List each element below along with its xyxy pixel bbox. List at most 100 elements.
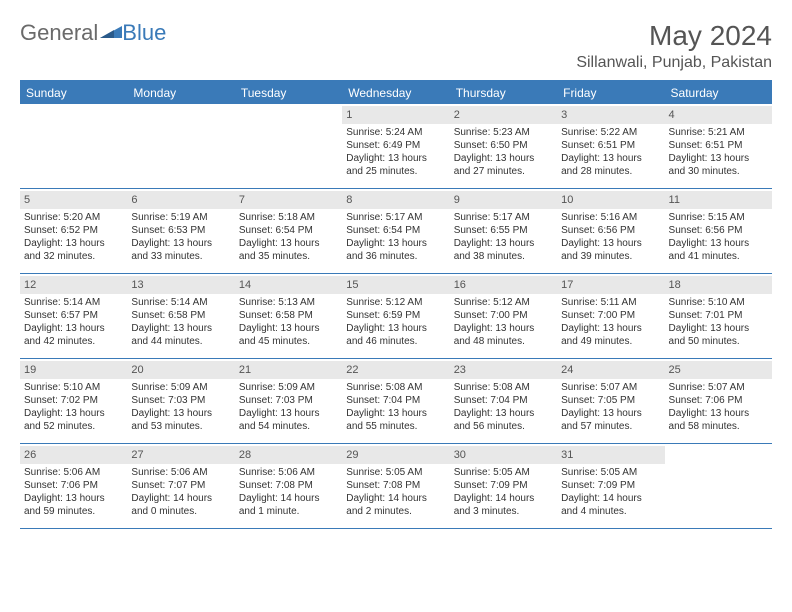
calendar-day: 9Sunrise: 5:17 AMSunset: 6:55 PMDaylight…	[450, 189, 557, 273]
daylight-line: Daylight: 13 hours and 48 minutes.	[454, 322, 553, 348]
day-number: 3	[557, 106, 664, 124]
calendar-day: 13Sunrise: 5:14 AMSunset: 6:58 PMDayligh…	[127, 274, 234, 358]
calendar-day: 17Sunrise: 5:11 AMSunset: 7:00 PMDayligh…	[557, 274, 664, 358]
calendar-day: 26Sunrise: 5:06 AMSunset: 7:06 PMDayligh…	[20, 444, 127, 528]
sunrise-line: Sunrise: 5:14 AM	[24, 296, 123, 309]
sunset-line: Sunset: 6:59 PM	[346, 309, 445, 322]
daylight-line: Daylight: 13 hours and 53 minutes.	[131, 407, 230, 433]
daylight-line: Daylight: 14 hours and 2 minutes.	[346, 492, 445, 518]
sunset-line: Sunset: 7:08 PM	[239, 479, 338, 492]
logo-icon	[100, 20, 122, 46]
sunset-line: Sunset: 7:00 PM	[561, 309, 660, 322]
day-number: 23	[450, 361, 557, 379]
sunrise-line: Sunrise: 5:08 AM	[454, 381, 553, 394]
calendar-week: 1Sunrise: 5:24 AMSunset: 6:49 PMDaylight…	[20, 104, 772, 189]
sunset-line: Sunset: 6:53 PM	[131, 224, 230, 237]
sunset-line: Sunset: 7:09 PM	[454, 479, 553, 492]
daylight-line: Daylight: 13 hours and 45 minutes.	[239, 322, 338, 348]
sunrise-line: Sunrise: 5:17 AM	[454, 211, 553, 224]
sunset-line: Sunset: 6:52 PM	[24, 224, 123, 237]
calendar-day: 25Sunrise: 5:07 AMSunset: 7:06 PMDayligh…	[665, 359, 772, 443]
day-number: 24	[557, 361, 664, 379]
sunrise-line: Sunrise: 5:24 AM	[346, 126, 445, 139]
calendar-day: 21Sunrise: 5:09 AMSunset: 7:03 PMDayligh…	[235, 359, 342, 443]
sunrise-line: Sunrise: 5:13 AM	[239, 296, 338, 309]
calendar-day: 15Sunrise: 5:12 AMSunset: 6:59 PMDayligh…	[342, 274, 449, 358]
sunset-line: Sunset: 6:58 PM	[131, 309, 230, 322]
daylight-line: Daylight: 13 hours and 33 minutes.	[131, 237, 230, 263]
day-number: 9	[450, 191, 557, 209]
daylight-line: Daylight: 13 hours and 32 minutes.	[24, 237, 123, 263]
calendar-day: 12Sunrise: 5:14 AMSunset: 6:57 PMDayligh…	[20, 274, 127, 358]
calendar-day: 24Sunrise: 5:07 AMSunset: 7:05 PMDayligh…	[557, 359, 664, 443]
day-number: 19	[20, 361, 127, 379]
calendar-week: 5Sunrise: 5:20 AMSunset: 6:52 PMDaylight…	[20, 189, 772, 274]
daylight-line: Daylight: 13 hours and 58 minutes.	[669, 407, 768, 433]
sunrise-line: Sunrise: 5:07 AM	[561, 381, 660, 394]
calendar-week: 26Sunrise: 5:06 AMSunset: 7:06 PMDayligh…	[20, 444, 772, 529]
sunrise-line: Sunrise: 5:09 AM	[239, 381, 338, 394]
sunrise-line: Sunrise: 5:07 AM	[669, 381, 768, 394]
sunset-line: Sunset: 7:03 PM	[131, 394, 230, 407]
sunset-line: Sunset: 7:07 PM	[131, 479, 230, 492]
daylight-line: Daylight: 13 hours and 25 minutes.	[346, 152, 445, 178]
weekday-header: Thursday	[450, 82, 557, 104]
sunrise-line: Sunrise: 5:08 AM	[346, 381, 445, 394]
daylight-line: Daylight: 13 hours and 35 minutes.	[239, 237, 338, 263]
sunrise-line: Sunrise: 5:06 AM	[24, 466, 123, 479]
sunrise-line: Sunrise: 5:21 AM	[669, 126, 768, 139]
calendar-day: 8Sunrise: 5:17 AMSunset: 6:54 PMDaylight…	[342, 189, 449, 273]
day-number: 22	[342, 361, 449, 379]
calendar-day	[665, 444, 772, 528]
calendar-day: 27Sunrise: 5:06 AMSunset: 7:07 PMDayligh…	[127, 444, 234, 528]
daylight-line: Daylight: 13 hours and 36 minutes.	[346, 237, 445, 263]
weekday-header: Sunday	[20, 82, 127, 104]
sunrise-line: Sunrise: 5:06 AM	[239, 466, 338, 479]
sunrise-line: Sunrise: 5:18 AM	[239, 211, 338, 224]
day-number: 28	[235, 446, 342, 464]
sunrise-line: Sunrise: 5:17 AM	[346, 211, 445, 224]
sunset-line: Sunset: 6:58 PM	[239, 309, 338, 322]
sunrise-line: Sunrise: 5:06 AM	[131, 466, 230, 479]
daylight-line: Daylight: 13 hours and 30 minutes.	[669, 152, 768, 178]
weekday-header: Saturday	[665, 82, 772, 104]
calendar-day: 31Sunrise: 5:05 AMSunset: 7:09 PMDayligh…	[557, 444, 664, 528]
sunset-line: Sunset: 6:56 PM	[561, 224, 660, 237]
day-number: 6	[127, 191, 234, 209]
day-number: 27	[127, 446, 234, 464]
location: Sillanwali, Punjab, Pakistan	[576, 54, 772, 72]
logo-text-2: Blue	[122, 20, 166, 46]
daylight-line: Daylight: 13 hours and 42 minutes.	[24, 322, 123, 348]
daylight-line: Daylight: 13 hours and 41 minutes.	[669, 237, 768, 263]
sunset-line: Sunset: 7:05 PM	[561, 394, 660, 407]
sunset-line: Sunset: 7:04 PM	[454, 394, 553, 407]
day-number: 18	[665, 276, 772, 294]
daylight-line: Daylight: 13 hours and 44 minutes.	[131, 322, 230, 348]
calendar-day: 10Sunrise: 5:16 AMSunset: 6:56 PMDayligh…	[557, 189, 664, 273]
daylight-line: Daylight: 13 hours and 55 minutes.	[346, 407, 445, 433]
calendar-day: 30Sunrise: 5:05 AMSunset: 7:09 PMDayligh…	[450, 444, 557, 528]
sunset-line: Sunset: 6:54 PM	[346, 224, 445, 237]
sunrise-line: Sunrise: 5:05 AM	[346, 466, 445, 479]
daylight-line: Daylight: 13 hours and 59 minutes.	[24, 492, 123, 518]
daylight-line: Daylight: 14 hours and 4 minutes.	[561, 492, 660, 518]
sunrise-line: Sunrise: 5:20 AM	[24, 211, 123, 224]
page-title: May 2024	[576, 20, 772, 52]
sunset-line: Sunset: 7:03 PM	[239, 394, 338, 407]
daylight-line: Daylight: 13 hours and 54 minutes.	[239, 407, 338, 433]
day-number: 12	[20, 276, 127, 294]
sunset-line: Sunset: 7:06 PM	[669, 394, 768, 407]
calendar-day: 5Sunrise: 5:20 AMSunset: 6:52 PMDaylight…	[20, 189, 127, 273]
calendar-day	[127, 104, 234, 188]
sunset-line: Sunset: 7:01 PM	[669, 309, 768, 322]
sunrise-line: Sunrise: 5:10 AM	[24, 381, 123, 394]
daylight-line: Daylight: 13 hours and 28 minutes.	[561, 152, 660, 178]
day-number: 20	[127, 361, 234, 379]
calendar-day	[20, 104, 127, 188]
day-number: 16	[450, 276, 557, 294]
calendar-day: 23Sunrise: 5:08 AMSunset: 7:04 PMDayligh…	[450, 359, 557, 443]
sunset-line: Sunset: 7:08 PM	[346, 479, 445, 492]
daylight-line: Daylight: 13 hours and 49 minutes.	[561, 322, 660, 348]
day-number: 26	[20, 446, 127, 464]
day-number: 2	[450, 106, 557, 124]
